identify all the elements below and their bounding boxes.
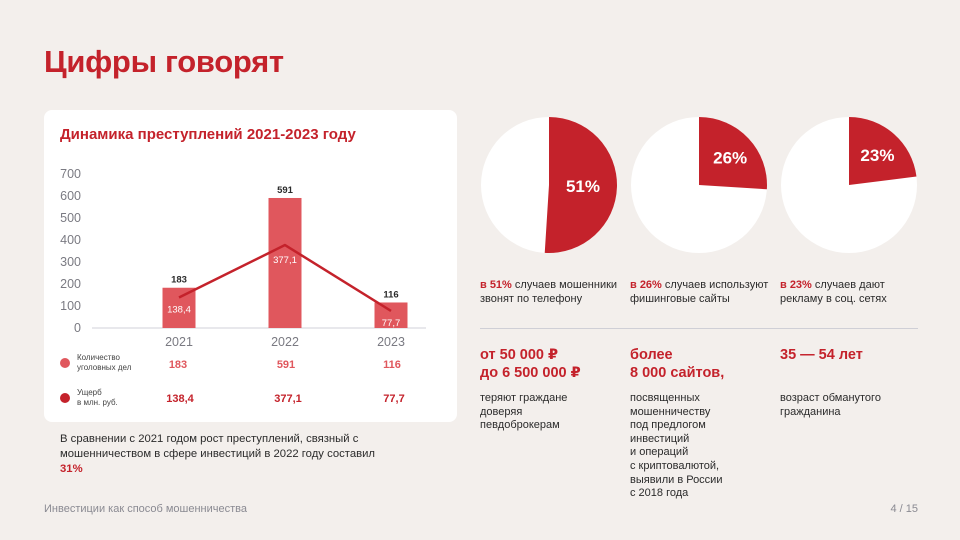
chart-card: Динамика преступлений 2021-2023 году 0 10… [44, 110, 457, 422]
legend-cases-dot [60, 358, 70, 368]
legend-cases-value: 183 [168, 359, 188, 371]
page-number: 4 / 15 [890, 503, 918, 515]
bar-2021 [162, 287, 196, 328]
legend-damage: Ущерб в млн. руб. [60, 388, 118, 408]
line-value-label: 377,1 [273, 255, 297, 266]
pie-caption-phone: в 51% случаев мошенники звонят по телефо… [480, 279, 618, 305]
legend-cases-value: 591 [276, 359, 296, 371]
pie-chart-social: 23% [781, 117, 917, 253]
pie-chart-phishing: 26% [631, 117, 767, 253]
growth-note: В сравнении с 2021 годом рост преступлен… [60, 433, 376, 475]
stat-sites-count: более 8 000 сайтов, [630, 347, 725, 381]
line-value-label: 138,4 [167, 305, 191, 316]
stat-age-desc: возраст обманутого гражданина [780, 392, 881, 418]
pie-slice [699, 117, 767, 190]
divider [480, 328, 918, 329]
legend-cases: Количество уголовных дел [60, 353, 131, 373]
chart-title: Динамика преступлений 2021-2023 году [60, 126, 356, 143]
legend-damage-dot [60, 393, 70, 403]
pie-label: 26% [713, 149, 747, 168]
legend-damage-value: 377,1 [274, 393, 302, 405]
pie-label: 23% [860, 146, 894, 165]
bar-2022 [268, 197, 302, 328]
bar-value-label: 116 [383, 289, 398, 300]
stat-loss-desc: теряют граждане доверяя певдоброкерам [480, 392, 568, 432]
bar-2023 [374, 302, 408, 328]
x-tick-label: 2022 [271, 335, 299, 349]
bar-line-chart: 0 100 200 300 400 500 600 700 183 2021 591 2022 116 2… [60, 167, 426, 349]
y-tick-label: 100 [60, 299, 81, 313]
legend-cases-label: Количество уголовных дел [77, 353, 132, 372]
legend-damage-label: Ущерб в млн. руб. [77, 388, 118, 407]
pie-chart-phone: 51% [481, 117, 618, 253]
stat-sites-desc: посвященных мошенничеству под предлогом инв… [630, 392, 723, 500]
pie-caption-social: в 23% случаев дают рекламу в соц. сетях [780, 279, 887, 305]
y-tick-label: 0 [74, 321, 81, 335]
y-tick-label: 700 [60, 167, 81, 181]
pie-caption-phishing: в 26% случаев используют фишинговые сайт… [630, 279, 769, 305]
stat-age-range: 35 — 54 лет [780, 347, 863, 363]
legend-damage-value: 138,4 [166, 393, 194, 405]
legend-damage-value: 77,7 [383, 393, 405, 405]
pie-slice [849, 117, 917, 185]
x-tick-label: 2023 [377, 335, 405, 349]
pie-label: 51% [566, 177, 600, 196]
bar-value-label: 183 [171, 275, 187, 286]
legend-cases-value: 116 [383, 359, 401, 371]
y-tick-label: 200 [60, 277, 81, 291]
y-tick-label: 600 [60, 189, 81, 203]
y-tick-label: 400 [60, 233, 81, 247]
bar-value-label: 591 [277, 185, 294, 196]
damage-line [178, 243, 392, 312]
pie-slice [544, 117, 618, 253]
footer-title: Инвестиции как способ мошенничества [44, 503, 248, 515]
page-title: Цифры говорят [44, 44, 284, 79]
x-tick-label: 2021 [165, 335, 193, 349]
line-value-label: 77,7 [382, 318, 401, 329]
y-tick-label: 500 [60, 211, 81, 225]
stat-loss-amount: от 50 000 ₽ до 6 500 000 ₽ [480, 347, 581, 381]
y-tick-label: 300 [60, 255, 81, 269]
